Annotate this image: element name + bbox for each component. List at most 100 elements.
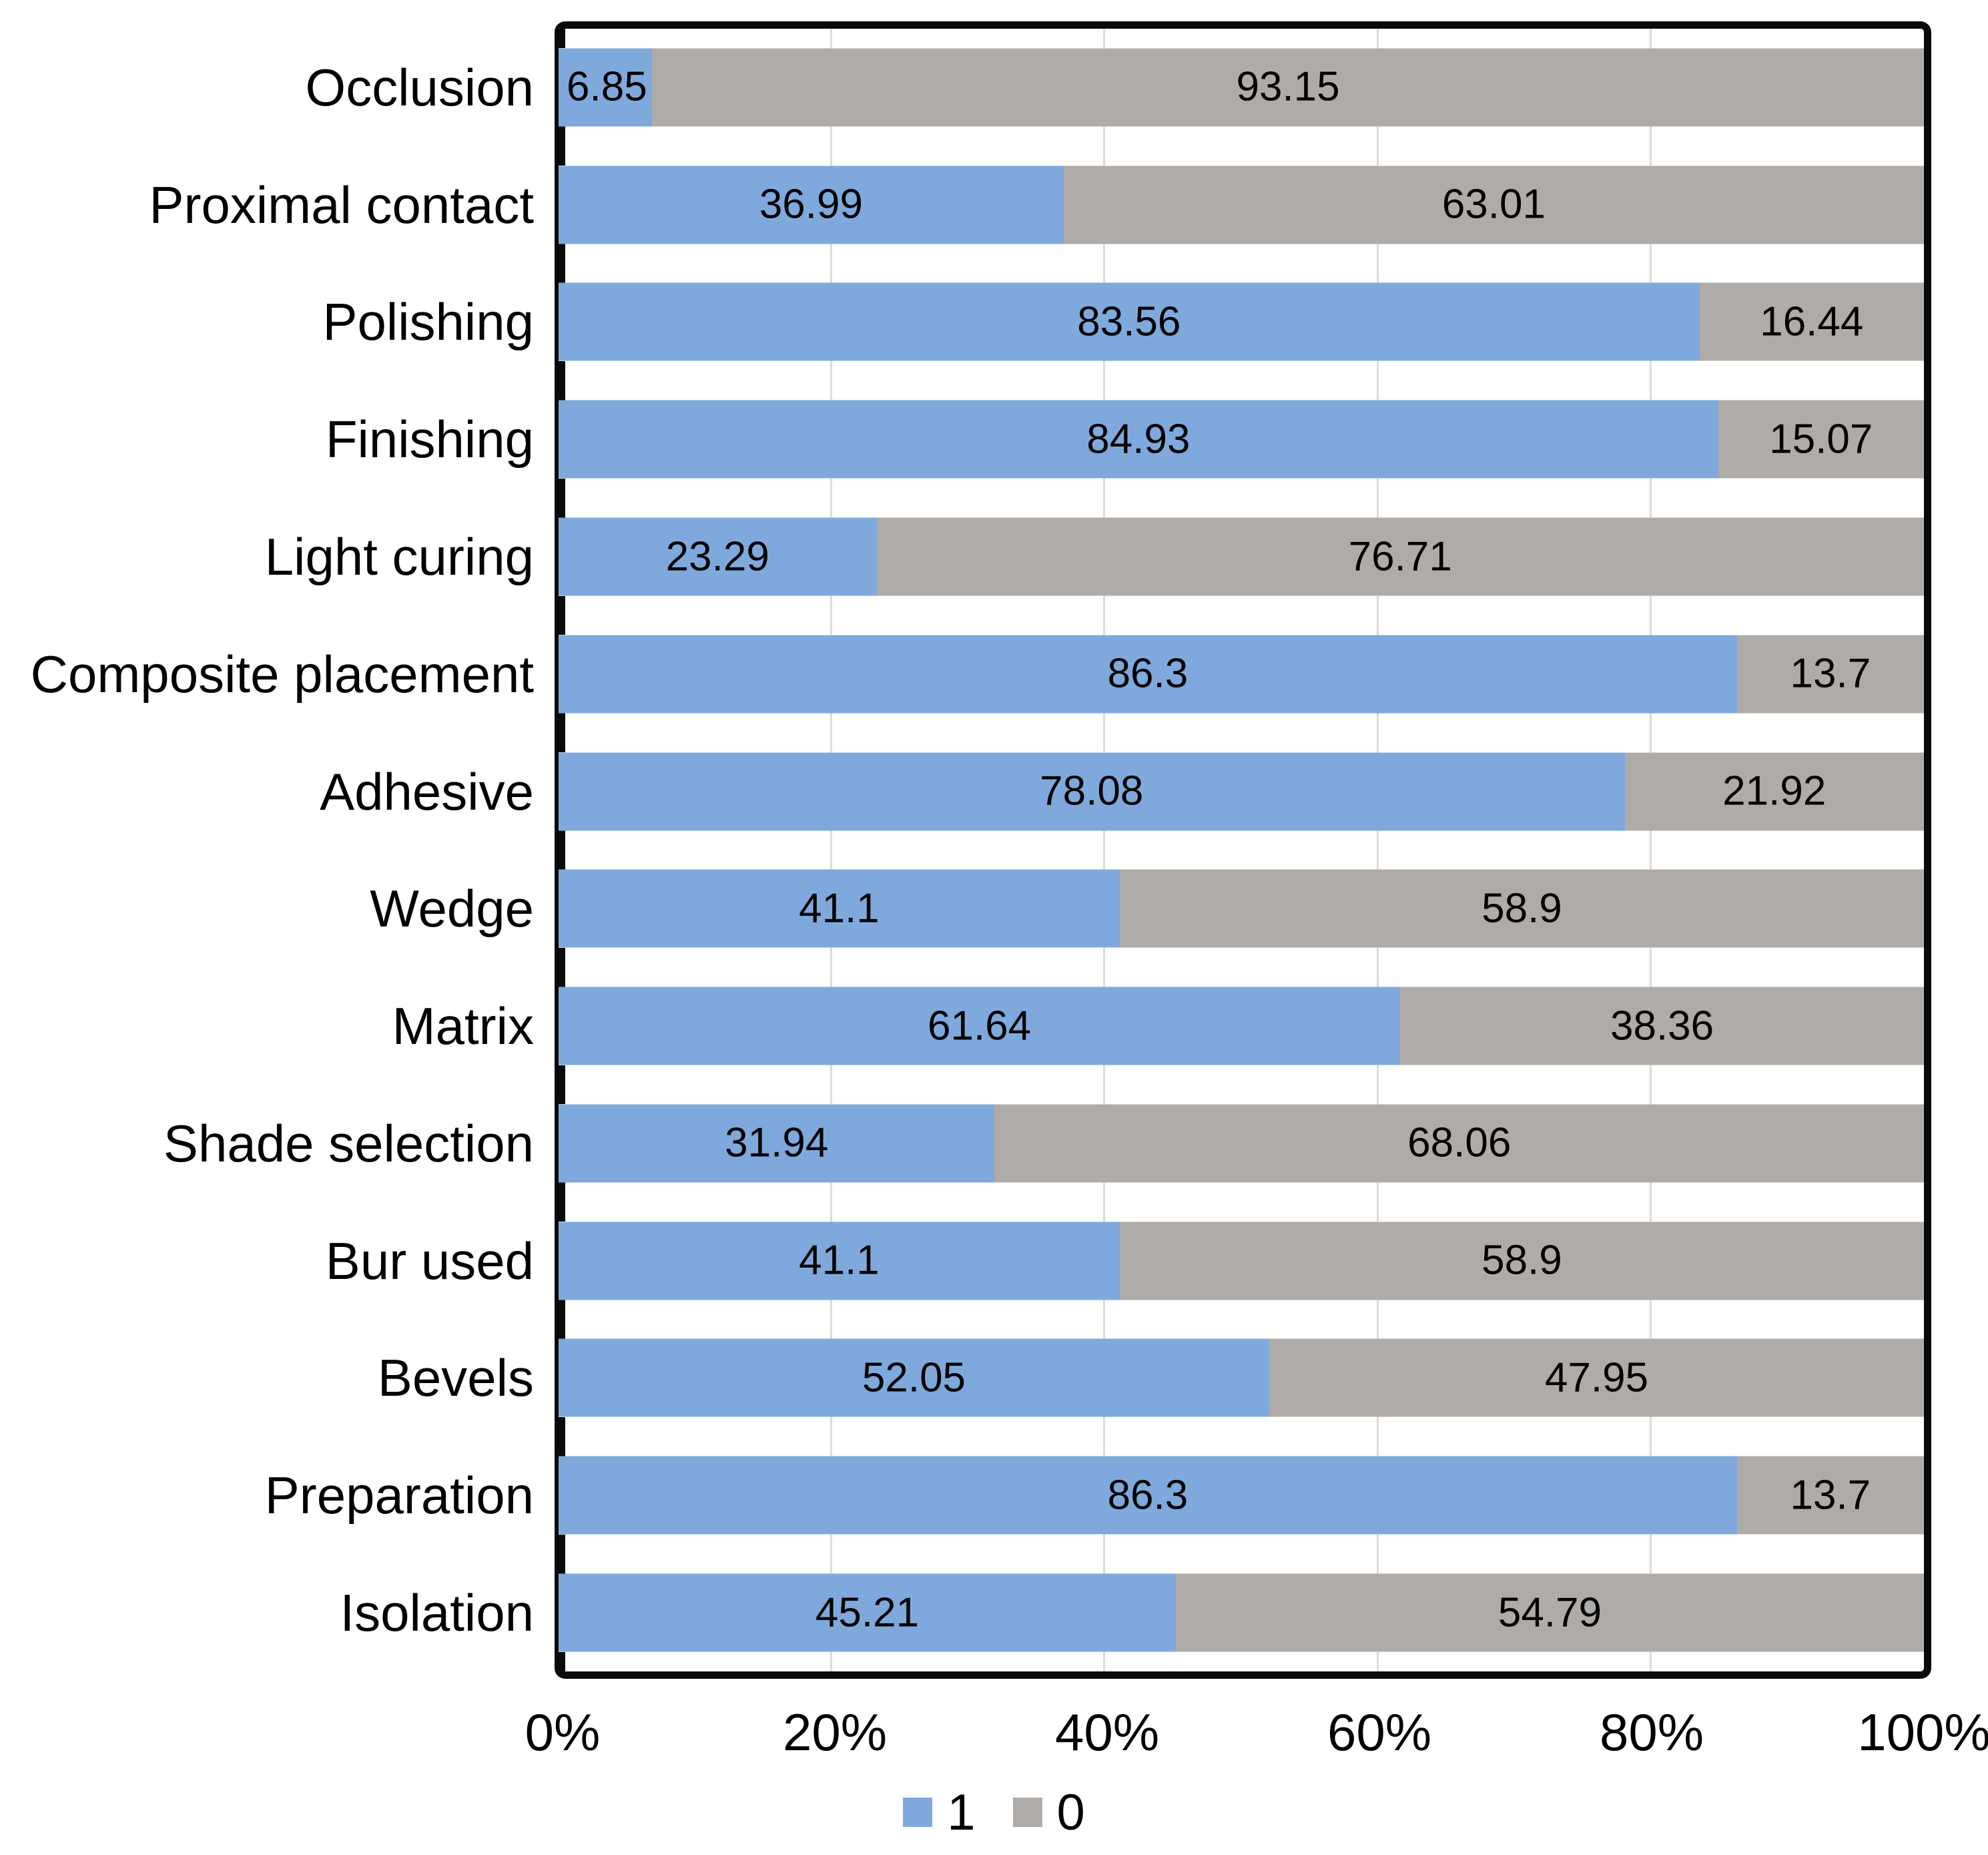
bar-value-label: 38.36: [1610, 1003, 1714, 1049]
stacked-bar: 45.21 54.79: [559, 1573, 1924, 1652]
category-label: Shade selection: [163, 1113, 534, 1173]
stacked-bar: 36.99 63.01: [559, 166, 1924, 244]
bar-segment-series-1: 86.3: [559, 635, 1737, 714]
bar-value-label: 86.3: [1107, 1472, 1189, 1519]
bar-value-label: 13.7: [1790, 1472, 1871, 1519]
x-axis-tick-label: 60%: [1327, 1703, 1432, 1762]
stacked-bar: 78.08 21.92: [559, 752, 1924, 831]
bar-row: 41.1 58.9: [559, 1202, 1924, 1320]
bar-segment-series-0: 58.9: [1119, 1222, 1924, 1300]
stacked-bar: 31.94 68.06: [559, 1104, 1924, 1183]
bar-value-label: 16.44: [1760, 298, 1864, 345]
bar-row: 6.85 93.15: [559, 29, 1924, 146]
gridline: [830, 29, 833, 1671]
category-label: Composite placement: [30, 644, 534, 704]
stacked-bar: 86.3 13.7: [559, 635, 1924, 714]
bar-row: 52.05 47.95: [559, 1319, 1924, 1437]
category-label: Isolation: [340, 1583, 534, 1643]
gridline: [1376, 29, 1379, 1671]
bar-row: 36.99 63.01: [559, 146, 1924, 264]
bar-segment-series-1: 83.56: [559, 282, 1700, 361]
bar-value-label: 52.05: [862, 1354, 966, 1401]
bar-value-label: 58.9: [1481, 885, 1562, 932]
stacked-bar: 61.64 38.36: [559, 987, 1924, 1065]
bar-segment-series-0: 13.7: [1736, 1456, 1924, 1535]
bar-segment-series-1: 36.99: [559, 166, 1064, 244]
gridlines: [559, 29, 1924, 1671]
legend-swatch-series-0: [1012, 1798, 1042, 1827]
stacked-bar: 84.93 15.07: [559, 400, 1924, 479]
category-label: Wedge: [370, 879, 534, 939]
bar-segment-series-1: 84.93: [559, 400, 1718, 479]
stacked-bar: 23.29 76.71: [559, 517, 1924, 596]
category-label: Light curing: [264, 527, 534, 587]
bar-segment-series-0: 13.7: [1736, 635, 1924, 714]
bar-segment-series-1: 45.21: [559, 1573, 1176, 1652]
category-labels: Occlusion Proximal contact Polishing Finish…: [0, 29, 534, 1671]
x-axis-tick-label: 0%: [525, 1703, 601, 1762]
bar-segment-series-0: 68.06: [994, 1104, 1924, 1183]
x-axis-tick-label: 100%: [1857, 1703, 1988, 1762]
bar-segment-series-0: 93.15: [652, 48, 1924, 127]
bar-row: 83.56 16.44: [559, 263, 1924, 381]
category-label: Finishing: [325, 410, 534, 469]
bar-value-label: 63.01: [1441, 181, 1546, 228]
stacked-bar: 6.85 93.15: [559, 48, 1924, 127]
bar-value-label: 45.21: [815, 1589, 920, 1636]
bar-segment-series-1: 41.1: [559, 869, 1120, 948]
x-axis-tick-label: 40%: [1054, 1703, 1160, 1762]
bar-segment-series-1: 78.08: [559, 752, 1625, 831]
legend-label-series-0: 0: [1056, 1784, 1085, 1841]
bar-value-label: 31.94: [725, 1119, 829, 1166]
bar-value-label: 78.08: [1040, 768, 1144, 814]
bar-segment-series-1: 52.05: [559, 1338, 1269, 1417]
category-label: Polishing: [322, 292, 534, 352]
category-label: Adhesive: [320, 762, 534, 821]
gridline: [1103, 29, 1106, 1671]
x-axis-tick-label: 20%: [782, 1703, 888, 1762]
bar-row: 78.08 21.92: [559, 732, 1924, 850]
bar-value-label: 83.56: [1077, 298, 1181, 345]
legend-item-series-1: 1: [903, 1784, 976, 1842]
bar-value-label: 41.1: [799, 885, 880, 932]
bar-row: 31.94 68.06: [559, 1085, 1924, 1202]
category-label: Preparation: [264, 1466, 534, 1525]
bar-segment-series-0: 16.44: [1699, 282, 1924, 361]
bar-value-label: 58.9: [1481, 1237, 1562, 1284]
bar-segment-series-1: 6.85: [559, 48, 653, 127]
gridline: [1649, 29, 1652, 1671]
stacked-bar: 86.3 13.7: [559, 1456, 1924, 1535]
bar-value-label: 15.07: [1769, 416, 1873, 463]
bar-value-label: 54.79: [1498, 1589, 1602, 1636]
bar-value-label: 13.7: [1790, 650, 1871, 697]
bar-segment-series-1: 41.1: [559, 1222, 1120, 1300]
bar-value-label: 41.1: [799, 1237, 880, 1284]
bar-value-label: 47.95: [1544, 1354, 1649, 1401]
stacked-bar: 52.05 47.95: [559, 1338, 1924, 1417]
bar-value-label: 84.93: [1086, 416, 1191, 463]
bar-segment-series-0: 21.92: [1624, 752, 1924, 831]
bar-row: 61.64 38.36: [559, 967, 1924, 1085]
bar-segment-series-0: 76.71: [876, 517, 1924, 596]
bar-row: 23.29 76.71: [559, 498, 1924, 615]
x-axis-tick-label: 80%: [1599, 1703, 1704, 1762]
bar-value-label: 61.64: [927, 1003, 1032, 1049]
bar-row: 45.21 54.79: [559, 1554, 1924, 1671]
bar-segment-series-0: 58.9: [1119, 869, 1924, 948]
bar-segment-series-1: 61.64: [559, 987, 1401, 1065]
category-label: Proximal contact: [149, 175, 534, 234]
bar-row: 86.3 13.7: [559, 615, 1924, 733]
plot-area: 6.85 93.15 36.99 63.01 83.56 16.44 84.93 15.07 2…: [555, 21, 1931, 1679]
bar-row: 41.1 58.9: [559, 850, 1924, 968]
legend-label-series-1: 1: [947, 1784, 976, 1841]
category-label: Bevels: [377, 1348, 534, 1408]
bar-row: 84.93 15.07: [559, 380, 1924, 498]
bar-segment-series-0: 47.95: [1269, 1338, 1924, 1417]
bar-segment-series-1: 23.29: [559, 517, 877, 596]
bar-value-label: 36.99: [759, 181, 863, 228]
stacked-bar: 41.1 58.9: [559, 869, 1924, 948]
x-axis: 0% 20% 40% 60% 80% 100%: [0, 1695, 1988, 1769]
legend-swatch-series-1: [903, 1798, 933, 1827]
bar-segment-series-0: 38.36: [1400, 987, 1924, 1065]
